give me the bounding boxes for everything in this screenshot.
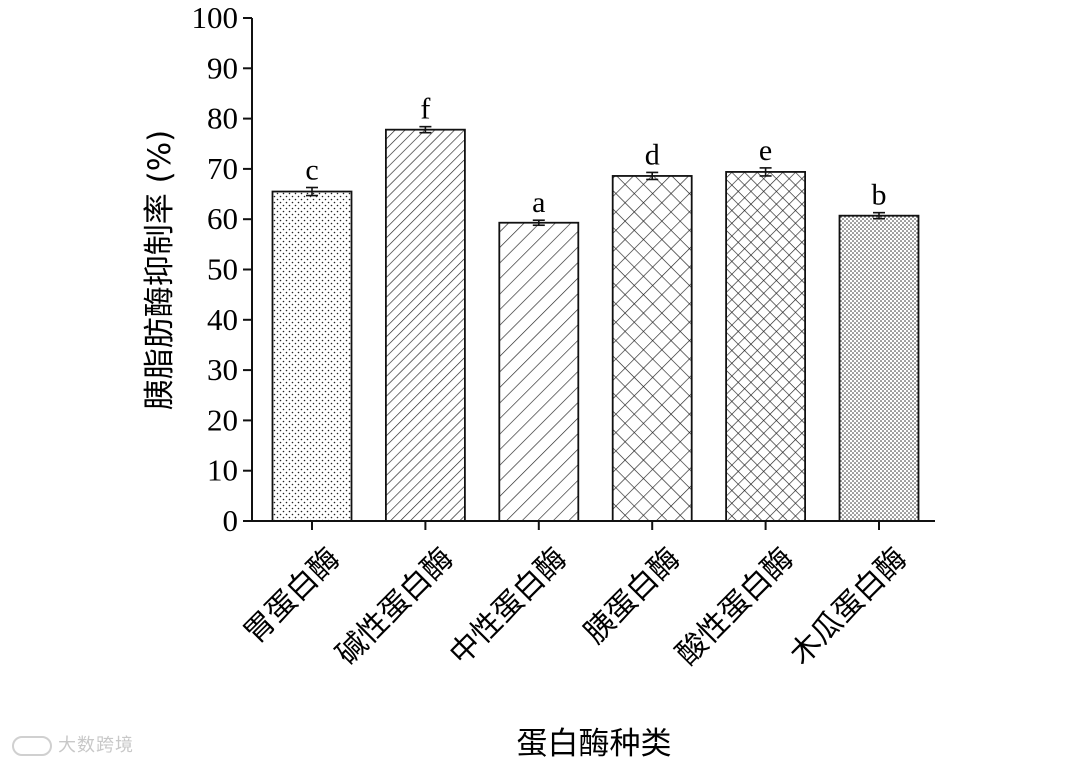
watermark: 大数跨境 bbox=[12, 731, 134, 757]
bar-4 bbox=[611, 175, 693, 522]
x-tick-label-3: 中性蛋白酶 bbox=[443, 541, 574, 672]
significance-letter-4: d bbox=[645, 138, 660, 171]
y-tick-label-10: 10 bbox=[207, 453, 238, 488]
y-axis-title: 胰脂肪酶抑制率 (%) bbox=[142, 130, 178, 411]
error-bar-3 bbox=[532, 219, 545, 227]
y-tick-label-20: 20 bbox=[207, 402, 238, 437]
x-tick-label-4: 胰蛋白酶 bbox=[578, 541, 688, 651]
watermark-logo-icon bbox=[12, 736, 52, 756]
y-tick-label-30: 30 bbox=[207, 352, 238, 387]
bar-1 bbox=[271, 190, 353, 522]
y-tick-label-60: 60 bbox=[207, 201, 238, 236]
bar-6 bbox=[838, 214, 920, 522]
y-tick-label-100: 100 bbox=[192, 0, 239, 35]
x-tick-label-5: 酸性蛋白酶 bbox=[670, 541, 801, 672]
bar-2 bbox=[384, 128, 466, 522]
watermark-text: 大数跨境 bbox=[58, 735, 134, 756]
error-bar-2 bbox=[419, 125, 432, 134]
x-tick-label-2: 碱性蛋白酶 bbox=[330, 541, 461, 672]
x-tick-label-1: 胃蛋白酶 bbox=[237, 541, 347, 651]
significance-letter-3: a bbox=[532, 186, 545, 219]
error-bar-4 bbox=[646, 171, 659, 181]
bar-3 bbox=[498, 221, 580, 522]
x-axis-title: 蛋白酶种类 bbox=[517, 726, 672, 762]
x-tick-label-6: 木瓜蛋白酶 bbox=[783, 541, 914, 672]
significance-letter-6: b bbox=[872, 179, 887, 212]
y-tick-label-80: 80 bbox=[207, 101, 238, 136]
error-bars-layer bbox=[306, 125, 885, 227]
bars-layer bbox=[271, 128, 920, 522]
error-bar-5 bbox=[759, 167, 772, 177]
error-bar-6 bbox=[873, 211, 885, 220]
bar-5 bbox=[725, 171, 806, 522]
significance-labels-layer: c f a d e b bbox=[305, 93, 886, 220]
significance-letter-5: e bbox=[759, 134, 772, 167]
y-tick-label-70: 70 bbox=[207, 151, 238, 186]
significance-letter-2: f bbox=[420, 93, 430, 126]
y-tick-label-0: 0 bbox=[223, 503, 239, 538]
error-bar-1 bbox=[306, 186, 318, 197]
y-tick-label-50: 50 bbox=[207, 252, 238, 287]
y-tick-label-90: 90 bbox=[207, 50, 238, 85]
y-axis: 0 10 20 30 40 50 60 70 80 90 100 bbox=[192, 0, 253, 538]
y-tick-label-40: 40 bbox=[207, 302, 238, 337]
significance-letter-1: c bbox=[305, 154, 318, 187]
